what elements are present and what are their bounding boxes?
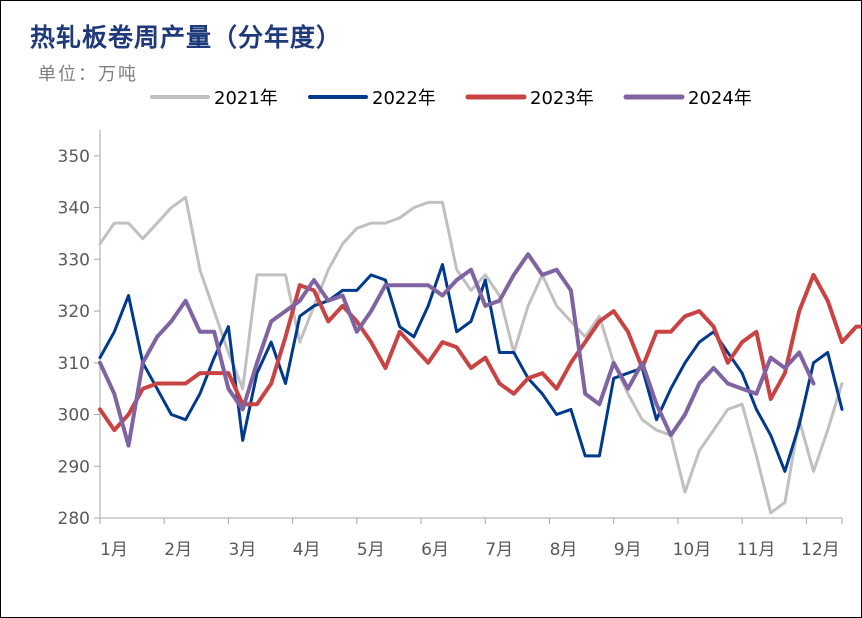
axes: 280 290 300 310 320 330 340 350 1月 2月 3月 4月 5月 6月 7月 8月…	[58, 130, 843, 560]
legend: 2021年 2022年 2023年 2024年	[150, 88, 752, 109]
legend-label-1: 2021年	[214, 88, 278, 109]
x-tick-label: 6月	[421, 540, 449, 560]
y-tick-label: 350	[58, 147, 90, 167]
x-tick-label: 12月	[801, 540, 840, 560]
series-lines	[98, 195, 862, 515]
x-tick-label: 3月	[229, 540, 257, 560]
y-tick-label: 340	[58, 199, 90, 219]
legend-label-3: 2023年	[530, 88, 594, 109]
x-tick-label: 4月	[293, 540, 321, 560]
legend-label-4: 2024年	[688, 88, 752, 109]
chart-title: 热轧板卷周产量（分年度）	[30, 23, 343, 52]
x-tick-label: 10月	[673, 540, 712, 560]
y-tick-label: 300	[58, 406, 90, 426]
y-tick-label: 330	[58, 250, 90, 270]
series-line-3	[98, 272, 862, 433]
unit-label: 单位：万吨	[38, 64, 138, 85]
series-line-4	[98, 252, 816, 448]
x-tick-label: 7月	[485, 540, 513, 560]
x-tick-label: 11月	[737, 540, 776, 560]
x-tick-label: 8月	[550, 540, 578, 560]
x-tick-label: 5月	[357, 540, 385, 560]
y-tick-label: 290	[58, 457, 90, 477]
x-tick-label: 9月	[614, 540, 642, 560]
x-tick-label: 1月	[100, 540, 128, 560]
y-tick-label: 310	[58, 354, 90, 374]
legend-label-2: 2022年	[372, 88, 436, 109]
y-tick-label: 280	[58, 509, 90, 529]
y-tick-label: 320	[58, 302, 90, 322]
x-tick-label: 2月	[164, 540, 192, 560]
